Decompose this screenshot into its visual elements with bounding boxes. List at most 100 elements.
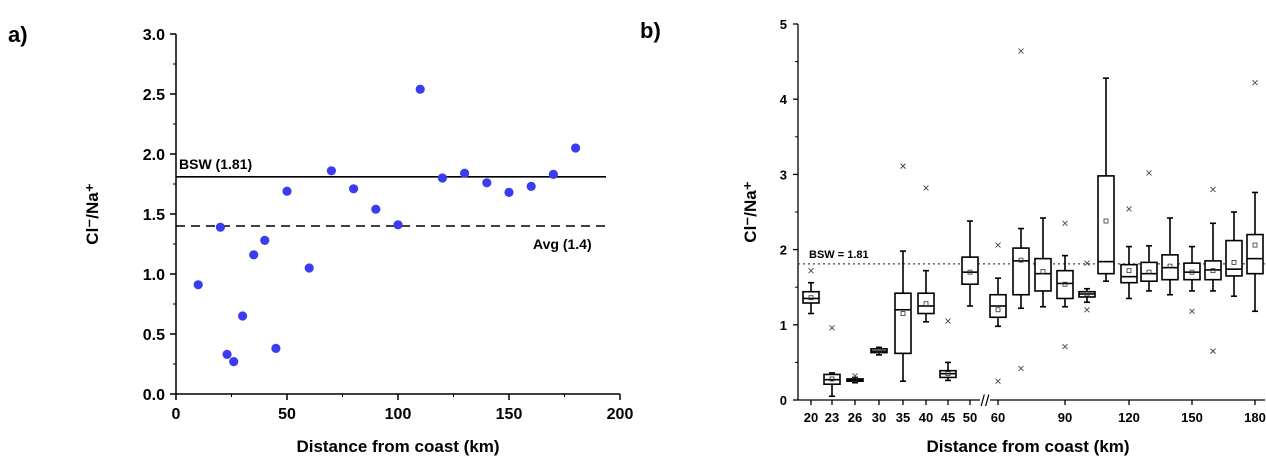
panel-b-outlier-marker (1210, 348, 1216, 354)
panel-b-mean-marker (1040, 269, 1046, 274)
panel-b-box-group (846, 373, 864, 384)
panel-a-plot-area: 0.0 0.5 1.0 1.5 2.0 2.5 3.0 0 50 100 150 200 BSW (1.… (143, 27, 634, 423)
panel-b-outlier-marker (829, 324, 835, 331)
panel-b-x-tick-label: 90 (1058, 410, 1072, 425)
panel-a-y-tick-label: 2.5 (143, 87, 165, 104)
panel-b-outlier-marker (1210, 186, 1216, 193)
panel-b-box (1056, 269, 1074, 300)
panel-b-mean-marker (1062, 281, 1068, 287)
panel-b-box-group (1056, 220, 1074, 350)
panel-b-box-group (823, 324, 841, 398)
panel-b-box (1225, 239, 1243, 277)
panel-b-outlier-marker (852, 373, 858, 379)
panel-b-box-group (939, 318, 957, 382)
panel-b-label: b) (640, 18, 661, 43)
panel-b-mean-marker (995, 307, 1001, 313)
panel-b-box (1034, 257, 1052, 292)
panel-b-box-group (1246, 79, 1264, 313)
panel-b-box-group (1012, 48, 1030, 372)
panel-b-y-axis-label: Cl⁻/Na⁺ (741, 181, 760, 242)
panel-a-avg-label: Avg (1.4) (533, 236, 592, 252)
panel-b-mean-marker (1126, 268, 1132, 274)
panel-b-mean-marker (923, 301, 929, 307)
panel-b-mean-marker (876, 348, 882, 354)
panel-b-mean-marker (1018, 257, 1024, 263)
panel-b-mean-marker (1231, 259, 1237, 265)
panel-b-y-tick-label: 0 (780, 393, 787, 408)
panel-b-outlier-marker (1252, 79, 1258, 86)
panel-b-bsw-label: BSW = 1.81 (809, 249, 869, 261)
panel-b-box-group (989, 242, 1007, 385)
panel-b-mean-marker (1103, 218, 1109, 224)
panel-b-x-tick-label: 40 (919, 410, 933, 425)
panel-b-axis-break: // (981, 393, 990, 410)
panel-a-data-point (271, 343, 281, 353)
panel-a-x-tick-label: 0 (172, 406, 181, 423)
panel-a-y-tick-label: 3.0 (143, 27, 165, 44)
panel-a-y-tick-label: 1.5 (143, 207, 165, 224)
panel-a-data-point (504, 187, 514, 197)
panel-a-y-tick-label: 1.0 (143, 267, 165, 284)
panel-a-bsw-label: BSW (1.81) (179, 156, 252, 172)
panel-b-outlier-marker (1062, 220, 1068, 227)
panel-a-data-point (304, 263, 314, 273)
panel-b-mean-marker (900, 311, 906, 316)
panel-b-x-tick-label: 60 (991, 410, 1005, 425)
panel-a-data-point (238, 311, 248, 321)
panel-b-x-tick-label: 30 (872, 410, 886, 425)
panel-b-outlier-marker (1018, 48, 1024, 54)
panel-b-box (1140, 261, 1158, 282)
panel-b-box (917, 292, 935, 315)
panel-a-y-tick-label: 2.0 (143, 147, 165, 164)
panel-b-outlier-marker (1084, 306, 1090, 313)
panel-b-box-group (961, 220, 979, 307)
panel-b-mean-marker (1210, 268, 1216, 274)
panel-b-outlier-marker (1062, 343, 1068, 350)
panel-a-data-point (526, 181, 536, 191)
panel-b-y-tick-label: 1 (780, 318, 787, 333)
panel-b-x-tick-label: 35 (896, 410, 910, 425)
panel-a-data-point (215, 222, 225, 232)
panel-b-mean-marker (967, 269, 973, 275)
panel-b-x-tick-label: 50 (963, 410, 977, 425)
panel-b-mean-marker (1146, 269, 1152, 275)
panel-a-x-tick-label: 200 (607, 406, 634, 423)
panel-b-x-tick-label: 150 (1181, 410, 1203, 425)
panel-b-box-group (1034, 217, 1052, 308)
panel-b-outlier-marker (995, 378, 1001, 385)
panel-a-data-point (282, 186, 292, 196)
panel-a-x-tick-label: 50 (278, 406, 296, 423)
panel-b-outlier-marker (808, 267, 814, 274)
panel-b-mean-marker (808, 295, 814, 301)
panel-a-data-point (548, 169, 559, 179)
panel-b-x-axis-label: Distance from coast (km) (926, 437, 1129, 456)
panel-b-box-group (802, 267, 820, 315)
panel-a-x-axis-label: Distance from coast (km) (296, 437, 499, 456)
panel-b-mean-marker (945, 371, 951, 377)
panel-b-x-tick-label: 23 (825, 410, 839, 425)
panel-b-box (802, 290, 820, 304)
panel-b-outlier-marker (945, 318, 951, 324)
panel-b-box-group (1140, 170, 1158, 292)
panel-a: a) 0.0 0.5 1.0 1.5 2.0 2.5 3.0 0 50 100 150 200 BSW … (8, 22, 633, 456)
panel-a-x-tick-label: 100 (385, 406, 412, 423)
panel-b-box-group (1225, 211, 1243, 298)
panel-b-outlier-marker (900, 163, 906, 169)
panel-a-data-point (193, 280, 203, 290)
panel-a-data-point (249, 250, 259, 260)
panel-b-box-group (1120, 206, 1138, 300)
panel-a-data-point (415, 84, 425, 94)
panel-b-y-tick-label: 4 (780, 92, 788, 107)
panel-b-box-group (1161, 217, 1179, 296)
panel-b-x-tick-label: 20 (804, 410, 818, 425)
panel-b-box (1246, 233, 1264, 275)
panel-b-outlier-marker (1189, 308, 1195, 315)
panel-b-outlier-marker (1018, 365, 1024, 372)
panel-b-box (961, 256, 979, 285)
panel-b-box-group (1204, 186, 1222, 354)
panel-b-y-tick-label: 5 (780, 17, 787, 32)
panel-b-y-tick-label: 2 (780, 243, 787, 258)
panel-b-x-tick-label: 120 (1118, 410, 1140, 425)
